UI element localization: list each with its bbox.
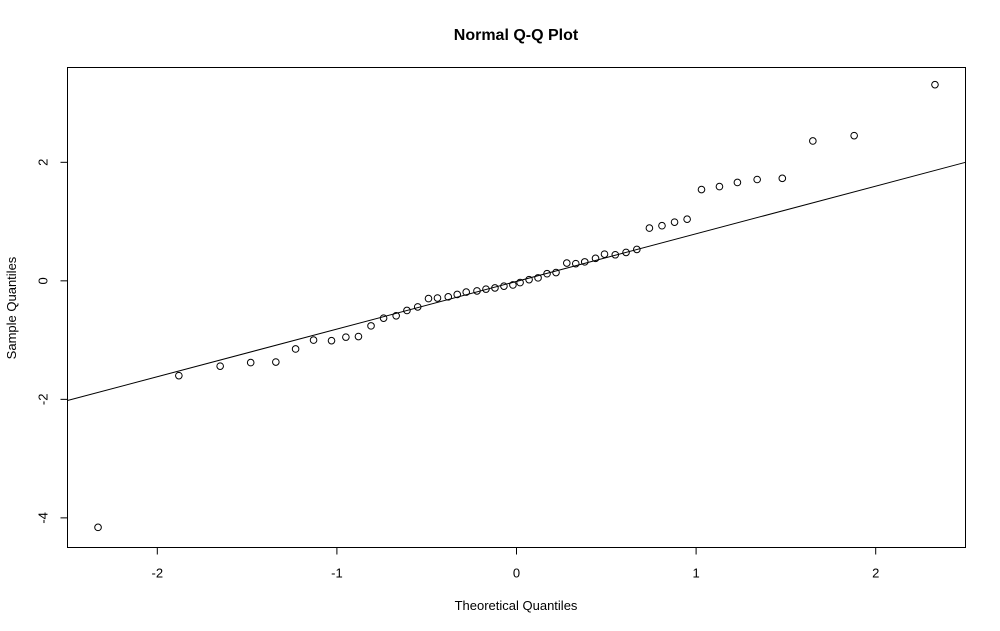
data-point — [733, 178, 742, 187]
data-point — [367, 322, 375, 330]
data-point — [342, 333, 350, 341]
y-axis: -4 -2 0 2 — [36, 159, 68, 524]
data-point — [611, 250, 620, 259]
data-point — [622, 248, 630, 257]
data-point — [670, 218, 679, 226]
data-point — [500, 282, 508, 290]
data-point — [403, 306, 411, 315]
y-tick-label: 0 — [36, 277, 51, 284]
data-point — [309, 336, 318, 344]
data-point — [327, 336, 336, 345]
data-point — [94, 523, 102, 532]
data-point — [491, 284, 499, 292]
data-point — [645, 224, 654, 232]
x-tick-label: -2 — [152, 566, 164, 581]
y-tick-label: -4 — [36, 512, 51, 524]
data-point — [809, 137, 817, 145]
data-point — [552, 268, 560, 277]
data-point — [516, 278, 524, 287]
data-point — [525, 275, 533, 284]
y-tick-label: 2 — [36, 159, 51, 166]
data-point — [509, 281, 517, 289]
data-point — [697, 185, 706, 194]
data-point — [571, 259, 580, 268]
plot-frame — [67, 67, 966, 548]
x-axis-title: Theoretical Quantiles — [455, 598, 578, 613]
data-point — [216, 362, 224, 370]
data-point — [658, 221, 666, 230]
x-tick-label: -1 — [331, 566, 343, 581]
data-point — [931, 80, 939, 89]
x-tick-label: 2 — [872, 566, 879, 581]
data-point — [291, 345, 300, 353]
data-point — [600, 250, 609, 258]
data-point — [272, 358, 280, 366]
data-point — [534, 274, 542, 282]
data-point — [591, 254, 600, 263]
chart-title: Normal Q-Q Plot — [454, 27, 579, 44]
data-point — [433, 294, 442, 302]
data-point — [175, 371, 183, 380]
data-point — [444, 293, 453, 301]
data-point — [543, 269, 551, 278]
data-point — [354, 332, 363, 341]
data-point — [753, 175, 761, 184]
y-tick-label: -2 — [36, 394, 51, 406]
data-point — [246, 358, 255, 367]
data-point — [473, 287, 481, 295]
data-points — [94, 80, 939, 532]
data-point — [379, 314, 388, 322]
data-point — [562, 259, 571, 267]
data-point — [715, 182, 724, 191]
data-point — [462, 288, 471, 296]
x-tick-label: 0 — [513, 566, 520, 581]
x-tick-label: 1 — [692, 566, 699, 581]
y-axis-title: Sample Quantiles — [4, 256, 19, 359]
data-point — [580, 258, 589, 266]
data-point — [413, 303, 422, 311]
x-axis: -2 -1 0 1 2 — [152, 547, 879, 581]
data-point — [683, 215, 691, 224]
data-point — [482, 285, 490, 293]
data-point — [392, 311, 400, 320]
data-point — [778, 174, 787, 183]
data-point — [850, 131, 858, 140]
data-point — [633, 245, 641, 254]
data-point — [424, 294, 433, 303]
data-point — [453, 290, 462, 299]
